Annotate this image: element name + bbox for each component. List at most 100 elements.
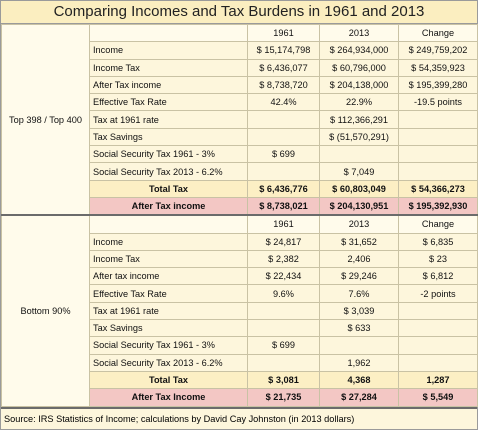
value-cell: $ 249,759,202 bbox=[398, 41, 478, 60]
empty-cell bbox=[247, 127, 320, 147]
value-cell: $ 8,738,720 bbox=[247, 75, 320, 95]
column-header: Change bbox=[398, 23, 478, 43]
value-cell: $ 22,434 bbox=[247, 267, 320, 286]
data-row: Effective Tax Rate 9.6% 7.6% -2 points bbox=[2, 284, 478, 303]
row-label: Effective Tax Rate bbox=[89, 284, 248, 303]
value-cell: $ 60,796,000 bbox=[319, 58, 399, 77]
column-header: 2013 bbox=[319, 23, 399, 43]
value-cell: -19.5 points bbox=[398, 93, 478, 112]
value-cell: 4,368 bbox=[319, 370, 399, 390]
empty-cell bbox=[398, 336, 478, 355]
value-cell: $ 54,366,273 bbox=[398, 179, 478, 198]
data-row: After Tax Income $ 21,735 $ 27,284 $ 5,549 bbox=[2, 388, 478, 407]
value-cell: $ 699 bbox=[247, 336, 320, 355]
empty-cell bbox=[398, 127, 478, 147]
row-label: Social Security Tax 1961 - 3% bbox=[89, 145, 248, 164]
value-cell: $ 6,436,776 bbox=[247, 179, 320, 198]
empty-cell bbox=[247, 162, 320, 181]
value-cell: $ 7,049 bbox=[319, 162, 399, 181]
value-cell: $ 31,652 bbox=[319, 232, 399, 251]
row-label: Tax at 1961 rate bbox=[89, 301, 248, 321]
column-header: Change bbox=[398, 214, 478, 234]
section: Bottom 90% 1961 2013 Change Income $ 24,817 $ … bbox=[1, 214, 478, 407]
value-cell: $ (51,570,291) bbox=[319, 127, 399, 147]
data-row: Tax at 1961 rate $ 3,039 bbox=[2, 301, 478, 321]
value-cell: $ 633 bbox=[319, 319, 399, 338]
row-label: Total Tax bbox=[89, 179, 248, 198]
column-header: 1961 bbox=[247, 214, 320, 234]
data-row: Social Security Tax 1961 - 3% $ 699 bbox=[2, 145, 478, 164]
value-cell: $ 204,138,000 bbox=[319, 75, 399, 95]
empty-cell bbox=[398, 162, 478, 181]
value-cell: $ 6,835 bbox=[398, 232, 478, 251]
value-cell: 9.6% bbox=[247, 284, 320, 303]
section: Top 398 / Top 400 1961 2013 Change Income $ 1… bbox=[1, 23, 478, 216]
value-cell: $ 112,366,291 bbox=[319, 110, 399, 129]
value-cell: $ 699 bbox=[247, 145, 320, 164]
value-cell: 1,962 bbox=[319, 353, 399, 372]
value-cell: 7.6% bbox=[319, 284, 399, 303]
value-cell: $ 24,817 bbox=[247, 232, 320, 251]
empty-cell bbox=[398, 110, 478, 129]
row-label: Tax Savings bbox=[89, 319, 248, 338]
value-cell: 2,406 bbox=[319, 249, 399, 269]
value-cell: $ 195,399,280 bbox=[398, 75, 478, 95]
title: Comparing Incomes and Tax Burdens in 196… bbox=[1, 1, 477, 24]
empty-cell bbox=[319, 336, 399, 355]
empty-cell bbox=[398, 145, 478, 164]
empty-cell bbox=[398, 301, 478, 321]
empty-cell bbox=[247, 353, 320, 372]
value-cell: 22.9% bbox=[319, 93, 399, 112]
row-label: Income bbox=[89, 41, 248, 60]
header-row: Bottom 90% 1961 2013 Change bbox=[1, 214, 478, 407]
data-row: After Tax income $ 8,738,021 $ 204,130,951… bbox=[2, 196, 478, 216]
row-label: Social Security Tax 2013 - 6.2% bbox=[89, 162, 248, 181]
header-blank bbox=[89, 23, 248, 43]
table: Top 398 / Top 400 1961 2013 Change Income $ 1… bbox=[1, 23, 478, 407]
value-cell: $ 3,039 bbox=[319, 301, 399, 321]
value-cell: $ 3,081 bbox=[247, 370, 320, 390]
data-row: Income $ 15,174,798 $ 264,934,000 $ 249,759… bbox=[2, 41, 478, 60]
value-cell: $ 60,803,049 bbox=[319, 179, 399, 198]
empty-cell bbox=[247, 301, 320, 321]
data-row: Total Tax $ 3,081 4,368 1,287 bbox=[2, 370, 478, 390]
row-label: After tax income bbox=[89, 267, 248, 286]
data-row: Total Tax $ 6,436,776 $ 60,803,049 $ 54,366… bbox=[2, 179, 478, 198]
group-label: Bottom 90% bbox=[1, 214, 90, 407]
data-row: Tax at 1961 rate $ 112,366,291 bbox=[2, 110, 478, 129]
group-label: Top 398 / Top 400 bbox=[1, 24, 90, 216]
row-label: Effective Tax Rate bbox=[89, 93, 248, 112]
value-cell: $ 54,359,923 bbox=[398, 58, 478, 77]
column-header: 2013 bbox=[319, 214, 399, 234]
value-cell: $ 204,130,951 bbox=[319, 196, 399, 216]
row-label: Income bbox=[89, 232, 248, 251]
value-cell: $ 21,735 bbox=[247, 388, 320, 407]
value-cell: 42.4% bbox=[247, 93, 320, 112]
row-label: After Tax Income bbox=[89, 388, 248, 407]
empty-cell bbox=[247, 319, 320, 338]
empty-cell bbox=[319, 145, 399, 164]
value-cell: $ 6,436,077 bbox=[247, 58, 320, 77]
value-cell: $ 6,812 bbox=[398, 267, 478, 286]
row-label: Tax at 1961 rate bbox=[89, 110, 248, 129]
data-row: After tax income $ 22,434 $ 29,246 $ 6,812 bbox=[2, 267, 478, 286]
data-row: Income $ 24,817 $ 31,652 $ 6,835 bbox=[2, 232, 478, 251]
value-cell: $ 15,174,798 bbox=[247, 41, 320, 60]
row-label: Income Tax bbox=[89, 249, 248, 269]
value-cell: $ 23 bbox=[398, 249, 478, 269]
value-cell: -2 points bbox=[398, 284, 478, 303]
value-cell: $ 195,392,930 bbox=[398, 196, 478, 216]
value-cell: $ 5,549 bbox=[398, 388, 478, 407]
value-cell: $ 29,246 bbox=[319, 267, 399, 286]
row-label: Social Security Tax 1961 - 3% bbox=[89, 336, 248, 355]
data-row: Social Security Tax 2013 - 6.2% $ 7,049 bbox=[2, 162, 478, 181]
empty-cell bbox=[247, 110, 320, 129]
value-cell: $ 27,284 bbox=[319, 388, 399, 407]
row-label: After Tax income bbox=[89, 75, 248, 95]
row-label: Income Tax bbox=[89, 58, 248, 77]
data-row: After Tax income $ 8,738,720 $ 204,138,000… bbox=[2, 75, 478, 95]
value-cell: $ 264,934,000 bbox=[319, 41, 399, 60]
row-label: Tax Savings bbox=[89, 127, 248, 147]
column-header: 1961 bbox=[247, 23, 320, 43]
